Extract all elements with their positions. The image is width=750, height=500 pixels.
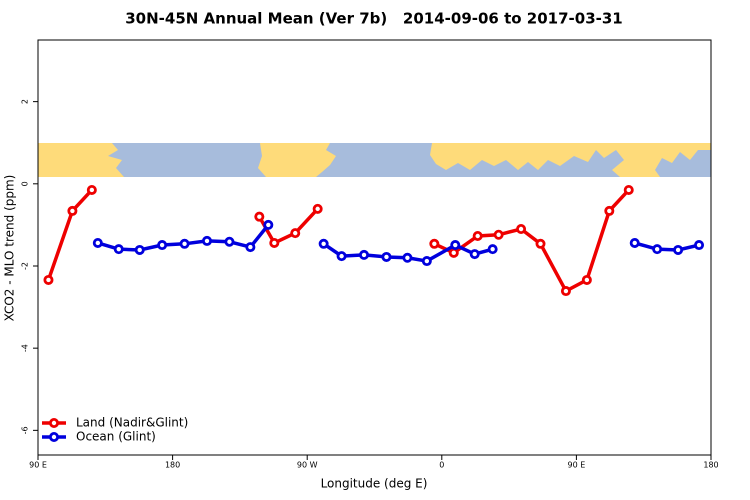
point bbox=[254, 211, 265, 222]
point bbox=[472, 230, 483, 241]
point bbox=[448, 247, 459, 258]
point bbox=[535, 238, 546, 249]
x-axis-label: Longitude (deg E) bbox=[321, 477, 428, 491]
point bbox=[469, 249, 480, 260]
point bbox=[429, 238, 440, 249]
y-tick-label: -6 bbox=[21, 426, 30, 434]
point bbox=[92, 237, 103, 248]
legend: Land (Nadir&Glint)Ocean (Glint) bbox=[42, 416, 188, 444]
point bbox=[312, 203, 323, 214]
point bbox=[318, 238, 329, 249]
map-strip bbox=[38, 143, 711, 177]
legend-marker bbox=[49, 417, 60, 428]
point bbox=[245, 242, 256, 253]
point bbox=[516, 224, 527, 235]
point bbox=[157, 240, 168, 251]
point bbox=[493, 229, 504, 240]
y-tick-label: 0 bbox=[21, 181, 30, 186]
legend-marker bbox=[49, 431, 60, 442]
point bbox=[336, 251, 347, 262]
point bbox=[43, 274, 54, 285]
point bbox=[623, 184, 634, 195]
point bbox=[694, 240, 705, 251]
land bbox=[430, 143, 711, 177]
y-axis-label: XCO2 - MLO trend (ppm) bbox=[3, 175, 17, 322]
point bbox=[86, 184, 97, 195]
point bbox=[269, 237, 280, 248]
point bbox=[113, 244, 124, 255]
point bbox=[179, 238, 190, 249]
point bbox=[67, 205, 78, 216]
point bbox=[560, 286, 571, 297]
x-tick-label: 180 bbox=[165, 461, 180, 470]
y-tick-label: 2 bbox=[21, 99, 30, 104]
point bbox=[359, 249, 370, 260]
y-tick-label: -2 bbox=[21, 262, 30, 270]
y-tick-label: -4 bbox=[21, 344, 30, 352]
point bbox=[421, 256, 432, 267]
point bbox=[201, 235, 212, 246]
point bbox=[402, 252, 413, 263]
point bbox=[290, 228, 301, 239]
chart-title: 30N-45N Annual Mean (Ver 7b) 2014-09-06 … bbox=[125, 10, 623, 28]
point bbox=[652, 244, 663, 255]
point bbox=[381, 251, 392, 262]
x-tick-label: 90 W bbox=[297, 461, 318, 470]
point bbox=[604, 205, 615, 216]
x-tick-label: 90 E bbox=[568, 461, 586, 470]
x-tick-label: 0 bbox=[439, 461, 444, 470]
point bbox=[581, 274, 592, 285]
point bbox=[134, 244, 145, 255]
x-tick-label: 180 bbox=[703, 461, 718, 470]
plot-frame bbox=[37, 39, 712, 456]
point bbox=[450, 240, 461, 251]
land bbox=[38, 143, 124, 177]
point bbox=[263, 219, 274, 230]
point bbox=[673, 244, 684, 255]
point bbox=[487, 244, 498, 255]
legend-label: Ocean (Glint) bbox=[76, 430, 156, 444]
land bbox=[258, 143, 336, 177]
point bbox=[629, 237, 640, 248]
legend-label: Land (Nadir&Glint) bbox=[76, 416, 188, 430]
point bbox=[224, 236, 235, 247]
x-tick-label: 90 E bbox=[29, 461, 47, 470]
